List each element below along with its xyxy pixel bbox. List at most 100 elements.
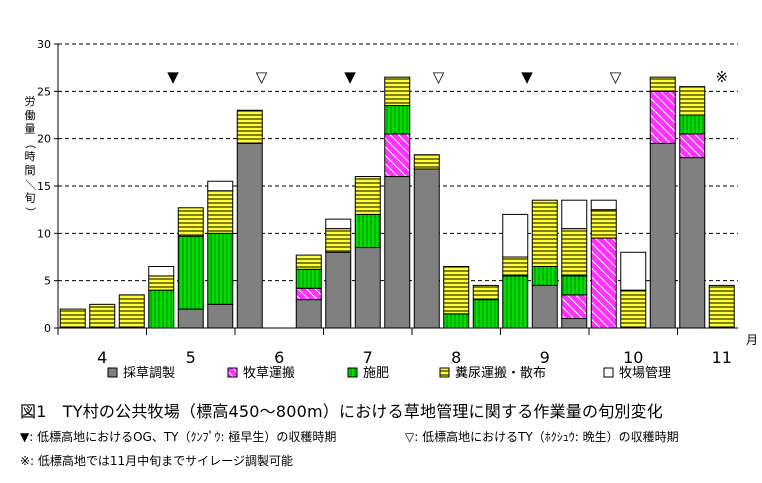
y-tick-label: 0 [44,322,51,335]
bar-segment [59,308,86,329]
bar-segment [236,142,263,329]
legend: 採草調製 牧草運搬 施肥 糞尿運搬・散布 牧場管理 [107,366,671,381]
y-axis-title-char: 旬 [25,192,36,205]
bar-segment [177,235,204,310]
y-axis-title-char: 間 [25,164,36,177]
bar-segment [620,251,647,291]
bar-segment [502,275,529,329]
x-tick-label: 10 [623,348,643,367]
y-axis-title-char: 労 [25,94,36,108]
y-tick-label: 25 [37,85,51,98]
bar-segment [649,76,676,92]
bar-segment [413,154,440,170]
bar-segment [148,289,175,329]
x-axis-unit: 月 [746,333,758,347]
bar-segment [384,176,411,329]
x-tick-label: 7 [363,348,373,367]
bar-segment [443,313,470,329]
y-axis-title-char: 量 [25,123,36,136]
bar-segment [207,303,234,329]
bar-segment [325,251,352,329]
harvest-marker: ▽ [433,68,445,86]
legend-label: 施肥 [363,366,389,381]
bar-segment [354,213,381,249]
y-tick-label: 20 [37,133,51,146]
harvest-marker: ▽ [610,68,622,86]
bar-segment [590,209,617,239]
bar-segment [295,254,322,270]
bar-segment [679,157,706,329]
bar-segment [384,133,411,178]
bar-segment [325,218,352,230]
bar-segment [561,294,588,320]
legend-label: 牧場管理 [619,366,671,381]
bar-segment [295,268,322,289]
bar-segment [708,284,735,329]
bar-segment [531,265,558,286]
x-tick-label: 6 [274,348,284,367]
bar-segment [413,168,440,329]
bar-segment [620,289,647,329]
bar-segment [118,294,145,329]
harvest-marker: ▼ [344,68,356,86]
legend-swatch [347,367,358,378]
y-axis-title-char: 働 [25,109,36,122]
x-tick-label: 5 [186,348,196,367]
y-tick-label: 10 [37,227,51,240]
y-axis-title-char: （ [24,138,37,149]
bar-segment [649,90,676,144]
bar-segment [354,176,381,215]
bar-segment [590,199,617,211]
x-tick-label: 4 [97,348,107,367]
harvest-marker: ▽ [256,68,268,86]
bar-segment [354,247,381,329]
harvest-marker: ▼ [167,68,179,86]
bar-segment [148,265,175,277]
bar-segment [325,228,352,253]
legend-label: 糞尿運搬・散布 [455,366,546,381]
bar-segment [236,109,263,144]
y-tick-label: 15 [37,180,51,193]
y-axis-title-char: 時 [25,150,36,163]
bar-segment [384,76,411,107]
bar-segment [177,308,204,329]
bar-segment [384,105,411,135]
y-axis-title-char: ） [24,207,37,218]
bar-segment [561,318,588,329]
legend-swatch [439,367,450,378]
stacked-bar-chart: 0 5 10 15 20 25 30 4 5 6 7 8 9 10 11 月 労働量 （時間 ／ 旬 ） ▼ ▽ ▼ ▽ ▼ ▽… [24,38,758,381]
legend-swatch [603,367,614,378]
bar-segment [295,287,322,301]
figure-caption: 図1 TY村の公共牧場（標高450～800m）における草地管理に関する作業量の旬… [20,402,663,421]
bar-segment [679,133,706,159]
x-tick-label: 8 [451,348,461,367]
bar-segment [649,142,676,329]
bar-segment [207,180,234,192]
bar-segment [207,190,234,234]
bar-segment [502,213,529,258]
bar-segment [561,199,588,230]
bar-segment [679,86,706,116]
y-tick-label: 5 [44,275,51,288]
bar-segment [472,284,499,301]
bar-segment [472,299,499,329]
bar-segment [177,207,204,237]
bar-segment [295,299,322,329]
note-early-harvest: ▼: 低標高地におけるOG、TY（ｸﾝﾌﾟｳ: 極早生）の収穫時期 [20,430,337,444]
bar-segment [590,237,617,329]
harvest-markers: ▼ ▽ ▼ ▽ ▼ ▽ ※ [167,68,728,86]
axes: 0 5 10 15 20 25 30 4 5 6 7 8 9 10 11 月 [37,38,758,367]
bar-segment [561,275,588,296]
y-axis-title-char: ／ [24,179,37,190]
bar-segment [679,114,706,135]
legend-swatch [107,367,118,378]
bar-segment [531,284,558,329]
bar-segment [89,303,116,329]
legend-label: 牧草運搬 [243,366,295,381]
harvest-marker: ▼ [521,68,533,86]
y-axis-title: 労働量 （時間 ／ 旬 ） [24,94,37,218]
legend-swatch [227,367,238,378]
bar-segment [561,228,588,277]
harvest-marker: ※ [715,68,728,86]
bars [59,76,735,329]
